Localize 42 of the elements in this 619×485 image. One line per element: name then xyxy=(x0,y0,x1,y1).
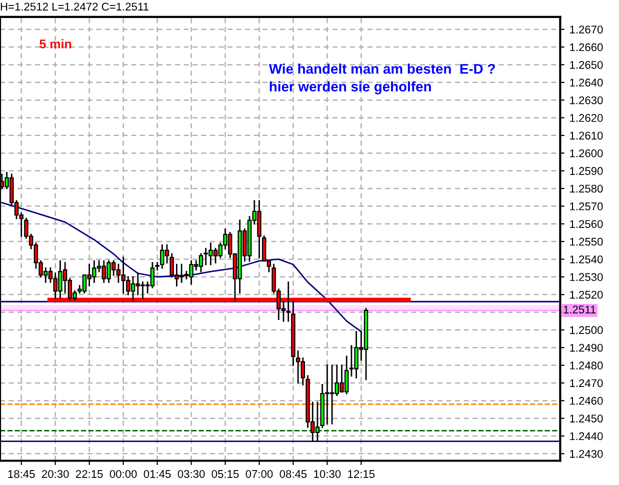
y-tick-label: 1.2490 xyxy=(570,344,603,352)
annotation: Wie handelt man am besten E-D ? xyxy=(268,64,495,74)
y-tick-label: 1.2440 xyxy=(570,432,603,440)
x-tick-label: 20:30 xyxy=(42,470,69,478)
annotation: 5 min xyxy=(40,39,72,48)
ref-line-label: 1.2511 xyxy=(564,306,596,314)
x-tick-label: 10:30 xyxy=(314,470,341,478)
y-tick-label: 1.2500 xyxy=(570,326,603,334)
y-tick-label: 1.2590 xyxy=(570,167,603,175)
y-tick-label: 1.2430 xyxy=(570,450,603,458)
y-tick-label: 1.2630 xyxy=(570,96,603,104)
y-tick-label: 1.2540 xyxy=(570,255,603,264)
y-tick-label: 1.2460 xyxy=(570,396,603,405)
y-tick-label: 1.2660 xyxy=(570,43,603,52)
candlestick xyxy=(286,281,290,322)
x-tick-label: 07:00 xyxy=(246,470,273,478)
x-tick-label: 22:15 xyxy=(76,470,103,478)
y-tick-label: 1.2610 xyxy=(570,132,603,140)
text: H=1.2512 L=1.2472 C=1.2511 xyxy=(0,2,148,11)
y-tick-label: 1.2620 xyxy=(570,114,603,122)
y-tick-label: 1.2560 xyxy=(570,220,603,228)
y-tick-label: 1.2450 xyxy=(570,414,603,422)
x-tick-label: 08:45 xyxy=(280,470,307,478)
y-tick-label: 1.2470 xyxy=(570,379,603,388)
x-tick-label: 12:15 xyxy=(348,470,375,478)
y-tick-label: 1.2580 xyxy=(570,184,603,193)
y-tick-label: 1.2670 xyxy=(570,26,603,34)
y-tick-label: 1.2600 xyxy=(570,149,603,158)
y-tick-label: 1.2550 xyxy=(570,238,603,246)
candlestick xyxy=(155,262,160,270)
y-tick-label: 1.2480 xyxy=(570,362,603,370)
x-tick-label: 01:45 xyxy=(144,470,171,478)
annotation: hier werden sie geholfen xyxy=(270,81,431,94)
x-tick-label: 18:45 xyxy=(8,470,35,478)
y-tick-label: 1.2640 xyxy=(570,78,603,87)
x-tick-label: 00:00 xyxy=(110,470,137,478)
x-tick-label: 03:30 xyxy=(178,470,205,478)
y-tick-label: 1.2520 xyxy=(570,290,603,299)
x-tick-label: 05:15 xyxy=(212,470,239,478)
y-tick-label: 1.2530 xyxy=(570,273,603,282)
y-tick-label: 1.2570 xyxy=(570,202,603,210)
y-tick-label: 1.2650 xyxy=(570,60,603,69)
